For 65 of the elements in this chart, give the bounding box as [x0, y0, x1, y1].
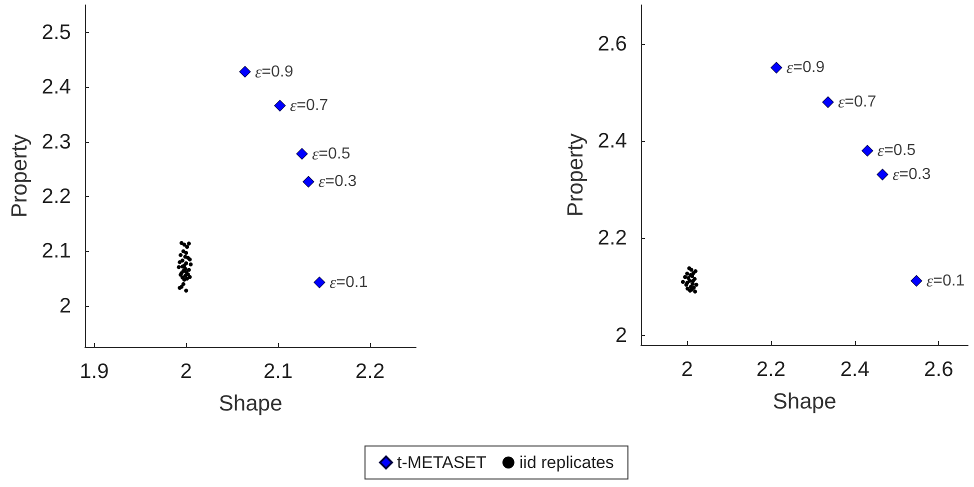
point — [685, 272, 690, 276]
y-tick-label: 2.6 — [598, 32, 627, 56]
x-tick-label: 2.4 — [840, 358, 870, 381]
point — [185, 244, 190, 249]
y-tick-label: 2.4 — [42, 76, 72, 99]
annotation: ε=0.7 — [290, 96, 328, 116]
x-tick-label: 2 — [180, 360, 192, 383]
x-tick-label: 2 — [681, 358, 693, 381]
point — [694, 282, 698, 287]
point — [683, 275, 688, 279]
x-tick-label: 2.2 — [756, 358, 786, 381]
y-tick-label: 2.5 — [42, 20, 71, 44]
y-tick-label: 2.1 — [42, 240, 71, 263]
point — [302, 176, 314, 188]
point — [178, 253, 183, 258]
point — [822, 96, 834, 108]
annotation: ε=0.9 — [254, 62, 294, 82]
annotation: ε=0.9 — [786, 58, 825, 78]
y-tick-label: 2.4 — [598, 130, 628, 152]
y-axis-title: Property — [562, 133, 588, 217]
x-tick-label: 1.9 — [80, 360, 109, 383]
point — [274, 100, 286, 112]
point — [182, 278, 186, 282]
point — [314, 276, 326, 288]
y-tick-label: 2 — [615, 324, 627, 347]
point — [876, 168, 888, 180]
point — [680, 280, 685, 284]
point — [176, 265, 181, 270]
point — [186, 268, 191, 272]
point — [686, 286, 690, 291]
annotation: ε=0.1 — [329, 272, 368, 292]
legend-label: iid replicates — [519, 453, 614, 472]
y-tick-label: 2 — [59, 294, 71, 318]
x-tick-label: 2.1 — [263, 360, 293, 383]
annotation: ε=0.1 — [926, 271, 965, 290]
point — [862, 144, 874, 157]
point — [910, 275, 922, 287]
point — [188, 262, 193, 266]
point — [186, 242, 191, 246]
x-tick-label: 2.2 — [355, 360, 385, 383]
point — [178, 260, 182, 264]
y-tick-label: 2.3 — [42, 130, 71, 154]
annotation: ε=0.5 — [312, 144, 350, 164]
y-axis-title: Property — [6, 134, 32, 218]
point — [184, 288, 188, 293]
point — [184, 250, 188, 255]
point — [770, 62, 782, 74]
point — [296, 148, 308, 160]
x-axis-title: Shape — [218, 390, 282, 416]
point — [239, 66, 251, 78]
annotation: ε=0.3 — [318, 172, 357, 192]
y-tick-label: 2.2 — [598, 226, 627, 250]
point — [180, 258, 184, 263]
point — [180, 241, 184, 246]
x-axis-title: Shape — [772, 388, 836, 414]
annotation: ε=0.7 — [838, 92, 876, 112]
annotation: ε=0.3 — [892, 165, 931, 184]
y-tick-label: 2.2 — [42, 185, 71, 208]
x-tick-label: 2.6 — [924, 358, 954, 381]
point — [182, 242, 186, 247]
point — [188, 274, 192, 279]
legend-label: t-METASET — [397, 453, 486, 472]
point — [181, 282, 186, 286]
annotation: ε=0.5 — [877, 141, 916, 160]
point — [693, 290, 698, 294]
